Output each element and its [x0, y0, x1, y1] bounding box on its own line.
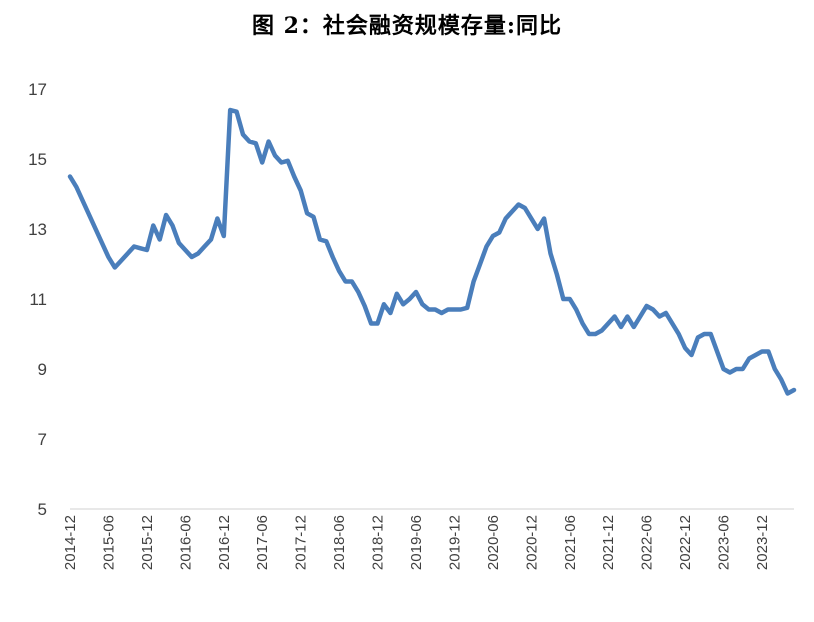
x-tick-label: 2023-06 [716, 515, 733, 570]
x-tick-label: 2014-12 [62, 515, 79, 570]
x-tick-label: 2020-06 [485, 515, 502, 570]
x-tick-label: 2019-12 [446, 515, 463, 570]
x-tick-label: 2016-06 [177, 515, 194, 570]
x-tick-label: 2022-06 [639, 515, 656, 570]
x-tick-label: 2022-12 [677, 515, 694, 570]
y-tick-label: 11 [29, 290, 47, 309]
y-tick-label: 17 [28, 80, 47, 99]
x-tick-label: 2019-06 [408, 515, 425, 570]
y-tick-label: 15 [28, 150, 47, 169]
x-tick-label: 2023-12 [754, 515, 771, 570]
x-tick-label: 2017-12 [293, 515, 310, 570]
x-tick-label: 2020-12 [523, 515, 540, 570]
x-tick-label: 2021-12 [600, 515, 617, 570]
x-tick-label: 2021-06 [562, 515, 579, 570]
x-tick-label: 2015-06 [100, 515, 117, 570]
x-tick-label: 2015-12 [139, 515, 156, 570]
x-tick-label: 2016-12 [216, 515, 233, 570]
y-tick-label: 9 [38, 360, 47, 379]
y-tick-label: 5 [38, 500, 47, 519]
plot-area [67, 107, 797, 396]
series-line [67, 107, 797, 396]
y-tick-label: 7 [38, 430, 47, 449]
x-tick-label: 2018-06 [331, 515, 348, 570]
y-tick-label: 13 [28, 220, 47, 239]
x-tick-label: 2018-12 [370, 515, 387, 570]
chart-title: 图 2：社会融资规模存量:同比 [251, 13, 563, 39]
x-axis: 2014-12 2015-06 2015-12 2016-06 2016-12 2017-… [62, 515, 771, 570]
x-tick-label: 2017-06 [254, 515, 271, 570]
y-axis: 5 7 9 11 13 15 17 [28, 80, 47, 519]
